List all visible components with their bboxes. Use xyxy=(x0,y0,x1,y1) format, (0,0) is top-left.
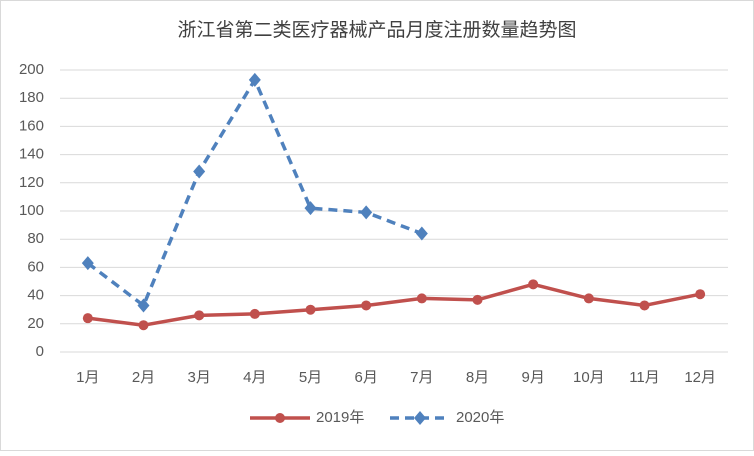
x-tick-label: 12月 xyxy=(684,369,716,386)
x-tick-label: 9月 xyxy=(521,369,544,386)
x-tick-label: 7月 xyxy=(410,369,433,386)
legend-marker xyxy=(275,413,285,423)
chart-title: 浙江省第二类医疗器械产品月度注册数量趋势图 xyxy=(177,19,576,41)
y-tick-label: 80 xyxy=(27,230,44,247)
legend-marker xyxy=(414,411,426,425)
x-tick-label: 4月 xyxy=(243,369,266,386)
y-tick-label: 0 xyxy=(36,343,44,360)
y-tick-label: 40 xyxy=(27,287,44,304)
y-tick-label: 180 xyxy=(19,89,44,106)
x-tick-label: 3月 xyxy=(187,369,210,386)
y-tick-label: 120 xyxy=(19,174,44,191)
y-tick-label: 160 xyxy=(19,117,44,134)
data-point xyxy=(528,279,539,290)
y-tick-label: 200 xyxy=(19,61,44,78)
data-point xyxy=(305,304,316,315)
data-point xyxy=(583,293,594,304)
data-point xyxy=(639,300,650,311)
x-tick-label: 6月 xyxy=(354,369,377,386)
data-point xyxy=(194,310,205,321)
data-point xyxy=(82,313,93,324)
y-tick-label: 60 xyxy=(27,258,44,275)
series-line xyxy=(87,282,701,327)
data-point xyxy=(249,308,260,319)
legend-label: 2020年 xyxy=(456,409,504,426)
data-point xyxy=(81,256,94,271)
legend-label: 2019年 xyxy=(316,409,364,426)
data-point xyxy=(248,72,261,87)
data-point xyxy=(415,226,428,241)
data-point xyxy=(360,205,373,220)
x-tick-label: 10月 xyxy=(573,369,605,386)
data-point xyxy=(695,289,706,300)
data-point xyxy=(137,298,150,313)
y-tick-label: 20 xyxy=(27,315,44,332)
y-tick-label: 140 xyxy=(19,146,44,163)
x-tick-label: 11月 xyxy=(629,369,660,386)
data-point xyxy=(138,320,149,331)
data-point xyxy=(472,294,483,305)
x-tick-label: 2月 xyxy=(132,369,155,386)
x-tick-label: 8月 xyxy=(466,369,489,386)
x-tick-label: 5月 xyxy=(299,369,322,386)
data-point xyxy=(304,201,317,216)
data-point xyxy=(416,293,427,304)
data-point xyxy=(193,164,206,179)
y-tick-label: 100 xyxy=(19,202,44,219)
data-point xyxy=(361,300,372,311)
x-tick-label: 1月 xyxy=(76,369,99,386)
